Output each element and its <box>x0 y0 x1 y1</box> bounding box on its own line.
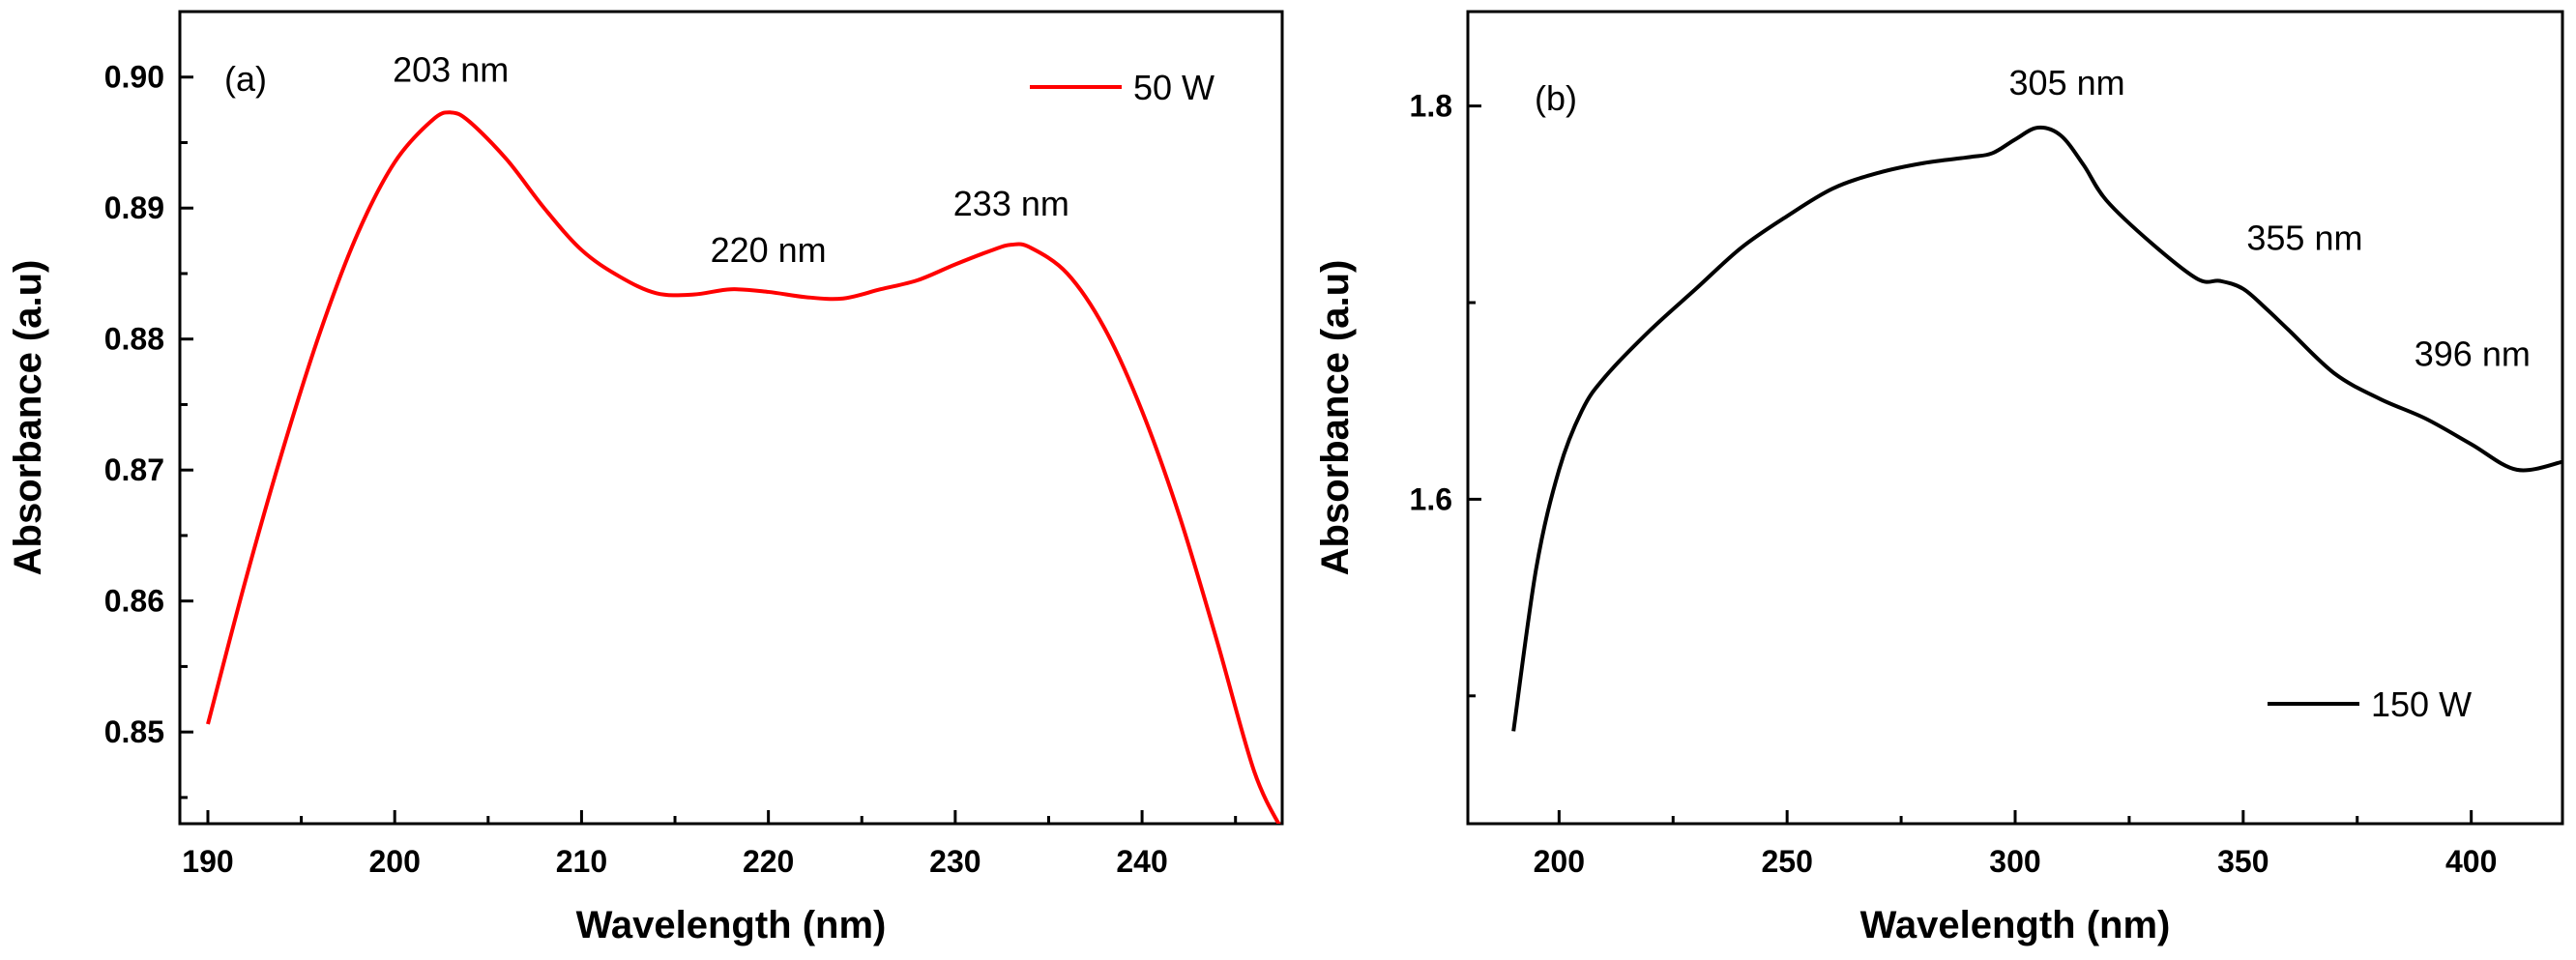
x-axis-label: Wavelength (nm) <box>576 904 887 946</box>
y-tick-label: 1.8 <box>1410 89 1452 124</box>
series-line <box>206 110 1281 824</box>
legend: 150 W <box>2268 684 2472 724</box>
peak-annotation: 203 nm <box>393 49 509 89</box>
peak-annotation: 220 nm <box>711 230 827 270</box>
peak-annotation: 305 nm <box>2009 63 2125 102</box>
y-ticks: 1.6 1.8 <box>1410 89 1481 698</box>
y-tick-label: 0.85 <box>104 714 164 749</box>
peak-annotation: 396 nm <box>2415 335 2531 374</box>
panel-label: (a) <box>224 59 267 99</box>
x-tick-label: 400 <box>2445 844 2497 879</box>
x-tick-label: 230 <box>929 844 981 879</box>
legend: 50 W <box>1030 68 1215 107</box>
legend-label: 150 W <box>2371 684 2472 724</box>
y-tick-label: 0.90 <box>104 60 164 95</box>
peak-annotation: 233 nm <box>953 184 1069 223</box>
plot-frame <box>178 10 1284 826</box>
x-tick-label: 300 <box>1989 844 2040 879</box>
x-tick-label: 240 <box>1116 844 1167 879</box>
x-tick-label: 190 <box>182 844 233 879</box>
y-tick-label: 0.88 <box>104 322 164 357</box>
peak-annotation: 355 nm <box>2246 218 2362 258</box>
series-line <box>1511 125 2562 732</box>
x-tick-label: 200 <box>369 844 421 879</box>
panel-b: 200 250 300 350 400 1.6 1.8 305 nm 355 nm 396 n… <box>1314 10 2564 946</box>
panel-a: 190 200 210 220 230 240 0.850.860.870.880.890… <box>7 10 1284 946</box>
y-tick-label: 0.86 <box>104 584 164 619</box>
x-axis-label: Wavelength (nm) <box>1860 904 2171 946</box>
x-tick-label: 350 <box>2217 844 2269 879</box>
y-ticks: 0.85 0.86 0.87 0.88 0.89 0.90 <box>104 10 193 800</box>
y-tick-label: 0.89 <box>104 190 164 225</box>
y-axis-label: Absorbance (a.u) <box>1314 260 1357 576</box>
y-tick-label: 1.6 <box>1410 481 1452 516</box>
annotations: 305 nm 355 nm 396 nm <box>2009 63 2531 374</box>
annotations: 203 nm 220 nm 233 nm <box>393 49 1069 270</box>
legend-label: 50 W <box>1133 68 1215 107</box>
x-tick-label: 250 <box>1761 844 1812 879</box>
x-tick-label: 220 <box>743 844 794 879</box>
x-ticks: 190 200 210 220 230 240 <box>182 810 1238 879</box>
y-axis-label: Absorbance (a.u) <box>7 260 49 576</box>
y-tick-label: 0.87 <box>104 452 164 487</box>
x-ticks: 200 250 300 350 400 <box>1534 810 2497 879</box>
x-tick-label: 200 <box>1534 844 1585 879</box>
panel-label: (b) <box>1535 78 1577 118</box>
x-tick-label: 210 <box>556 844 607 879</box>
